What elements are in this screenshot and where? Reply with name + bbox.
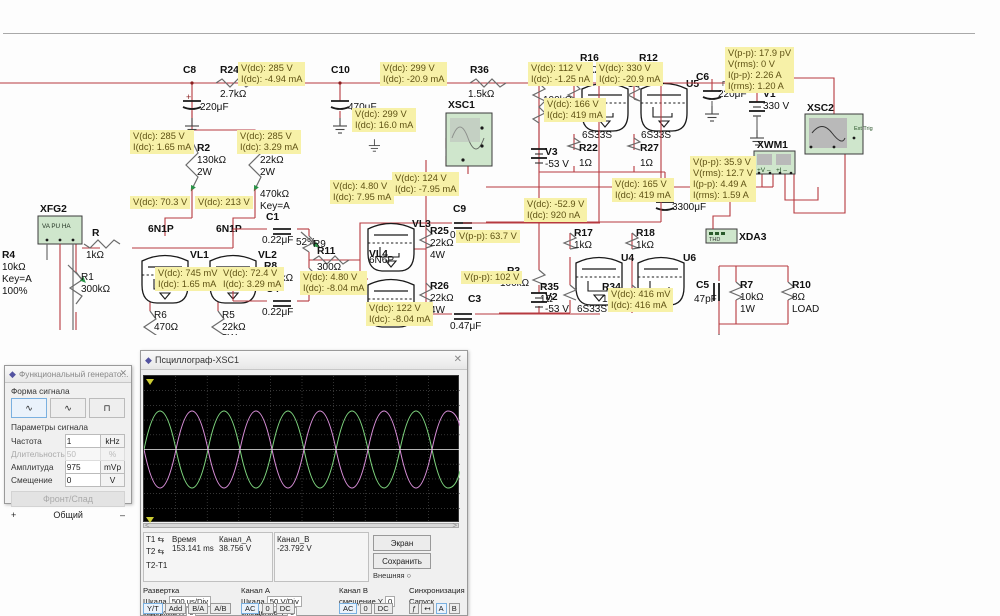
svg-text:XWM1: XWM1 xyxy=(757,140,788,151)
svg-text:1W: 1W xyxy=(740,304,756,315)
svg-text:2W: 2W xyxy=(260,167,276,178)
svg-text:VL3: VL3 xyxy=(412,219,431,230)
svg-text:6N1P: 6N1P xyxy=(148,224,174,235)
svg-text:R35: R35 xyxy=(540,282,559,293)
svg-text:R10: R10 xyxy=(792,280,811,291)
svg-text:THD: THD xyxy=(709,237,720,243)
svg-text:2W: 2W xyxy=(197,167,213,178)
svg-text:VL1: VL1 xyxy=(190,250,209,261)
svg-text:R6: R6 xyxy=(154,310,167,321)
svg-text:VA PU HA: VA PU HA xyxy=(42,223,71,230)
svg-text:8Ω: 8Ω xyxy=(792,292,806,303)
svg-text:R22: R22 xyxy=(579,143,598,154)
svg-text:C10: C10 xyxy=(331,65,350,76)
svg-text:+I –: +I – xyxy=(776,167,787,174)
svg-text:2.7kΩ: 2.7kΩ xyxy=(220,89,247,100)
svg-text:C9: C9 xyxy=(453,204,466,215)
svg-text:0.22μF: 0.22μF xyxy=(262,235,293,246)
svg-text:6S33S: 6S33S xyxy=(641,130,671,141)
svg-text:-53 V: -53 V xyxy=(545,159,569,170)
svg-text:R24: R24 xyxy=(220,65,239,76)
svg-text:C8: C8 xyxy=(183,65,196,76)
svg-text:XSC2: XSC2 xyxy=(807,103,834,114)
svg-text:470Ω: 470Ω xyxy=(154,322,179,333)
svg-text:3300μF: 3300μF xyxy=(672,202,706,213)
svg-text:2W: 2W xyxy=(222,333,238,335)
svg-text:C1: C1 xyxy=(266,212,279,223)
svg-text:VL2: VL2 xyxy=(258,250,277,261)
svg-text:1Ω: 1Ω xyxy=(640,158,654,169)
svg-text:0.47μF: 0.47μF xyxy=(450,321,481,332)
svg-text:C5: C5 xyxy=(696,280,709,291)
svg-text:R26: R26 xyxy=(430,281,449,292)
svg-text:R7: R7 xyxy=(740,280,753,291)
svg-text:22kΩ: 22kΩ xyxy=(430,293,454,304)
svg-text:1Ω: 1Ω xyxy=(540,294,554,305)
svg-text:U6: U6 xyxy=(683,253,696,264)
svg-text:LOAD: LOAD xyxy=(792,304,819,315)
svg-text:XSC1: XSC1 xyxy=(448,100,475,111)
svg-text:1.5kΩ: 1.5kΩ xyxy=(468,89,495,100)
svg-text:U4: U4 xyxy=(621,253,634,264)
svg-text:0.22μF: 0.22μF xyxy=(262,307,293,318)
svg-text:330 V: 330 V xyxy=(763,101,789,112)
svg-text:10kΩ: 10kΩ xyxy=(2,262,26,273)
svg-text:130kΩ: 130kΩ xyxy=(197,155,227,166)
svg-text:C3: C3 xyxy=(468,294,481,305)
svg-text:22kΩ: 22kΩ xyxy=(260,155,284,166)
svg-text:+: + xyxy=(186,92,191,102)
svg-text:Key=A: Key=A xyxy=(260,201,290,212)
svg-text:V3: V3 xyxy=(545,147,558,158)
svg-text:220μF: 220μF xyxy=(200,102,229,113)
svg-text:470kΩ: 470kΩ xyxy=(260,189,290,200)
svg-text:R5: R5 xyxy=(222,310,235,321)
svg-text:R4: R4 xyxy=(2,250,15,261)
svg-text:6S33S: 6S33S xyxy=(577,304,607,315)
svg-text:47pF: 47pF xyxy=(694,294,717,305)
svg-text:R25: R25 xyxy=(430,226,449,237)
svg-text:R27: R27 xyxy=(640,143,659,154)
svg-text:Key=A: Key=A xyxy=(2,274,32,285)
svg-text:10kΩ: 10kΩ xyxy=(740,292,764,303)
svg-text:C6: C6 xyxy=(696,72,709,83)
svg-text:Ext Trig: Ext Trig xyxy=(854,126,873,132)
svg-text:100%: 100% xyxy=(2,286,28,297)
svg-text:XDA3: XDA3 xyxy=(739,232,767,243)
svg-text:R18: R18 xyxy=(636,228,655,239)
svg-text:-53 V: -53 V xyxy=(545,304,569,315)
svg-text:R17: R17 xyxy=(574,228,593,239)
svg-text:300kΩ: 300kΩ xyxy=(81,284,111,295)
svg-text:R: R xyxy=(92,228,100,239)
svg-text:1Ω: 1Ω xyxy=(579,158,593,169)
svg-text:6S33S: 6S33S xyxy=(582,130,612,141)
svg-text:1kΩ: 1kΩ xyxy=(636,240,655,251)
svg-text:22kΩ: 22kΩ xyxy=(222,322,246,333)
svg-text:4W: 4W xyxy=(430,250,446,261)
svg-text:R36: R36 xyxy=(470,65,489,76)
svg-text:VL4: VL4 xyxy=(369,249,388,260)
svg-text:R2: R2 xyxy=(197,143,210,154)
svg-text:R11: R11 xyxy=(317,246,336,257)
svg-text:1kΩ: 1kΩ xyxy=(574,240,593,251)
svg-text:XFG2: XFG2 xyxy=(40,204,67,215)
svg-text:R1: R1 xyxy=(81,272,94,283)
svg-text:1kΩ: 1kΩ xyxy=(86,250,105,261)
